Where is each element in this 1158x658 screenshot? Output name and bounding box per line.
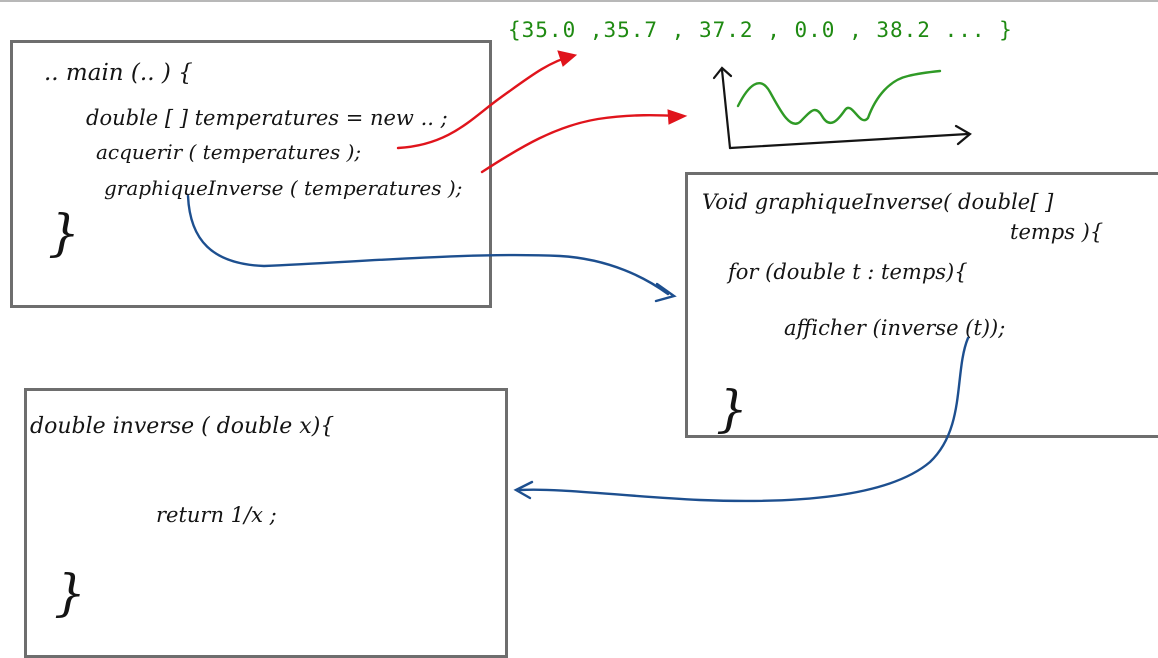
main-close-brace: }: [48, 204, 80, 262]
red-arrow-values-head: [557, 50, 578, 67]
plot-x-axis: [728, 132, 970, 150]
sketch-plot: [712, 66, 972, 150]
inverse-close-brace: }: [54, 564, 86, 622]
red-arrow-plot-head: [667, 109, 688, 125]
plot-x-axis-arrowhead: [954, 124, 972, 146]
graphique-inverse-call: graphiqueInverse ( temperatures );: [104, 176, 463, 200]
plot-curve: [736, 69, 942, 125]
afficher-inverse-call: afficher (inverse (t));: [784, 316, 1006, 340]
temperatures-declaration: double [ ] temperatures = new .. ;: [86, 106, 448, 130]
graphique-inverse-close-brace: }: [716, 380, 748, 438]
blue-arrow-to-inverse-head: [513, 480, 534, 500]
return-statement: return 1/x ;: [156, 503, 277, 527]
acquerir-call: acquerir ( temperatures );: [96, 140, 362, 164]
red-arrow-plot: [480, 113, 682, 174]
plot-y-axis: [720, 68, 732, 150]
blue-arrow-to-graphique-inverse: [186, 194, 670, 296]
plot-y-axis-arrowhead: [712, 66, 733, 80]
main-function-box: [10, 40, 492, 308]
top-rule: [0, 0, 1158, 2]
graphique-inverse-signature: Void graphiqueInverse( double[ ]: [702, 190, 1054, 214]
temperature-values: {35.0 ,35.7 , 37.2 , 0.0 , 38.2 ... }: [508, 18, 1013, 42]
for-loop-header: for (double t : temps){: [728, 260, 968, 284]
red-arrow-values: [396, 54, 574, 150]
graphique-inverse-function-box: [685, 172, 1158, 438]
main-signature: .. main (.. ) {: [44, 60, 193, 86]
graphique-inverse-signature-continued: temps ){: [1010, 220, 1104, 244]
inverse-signature: double inverse ( double x){: [30, 414, 335, 439]
blue-arrow-to-inverse: [518, 336, 970, 503]
blue-arrow-to-graphique-inverse-head: [654, 282, 677, 303]
